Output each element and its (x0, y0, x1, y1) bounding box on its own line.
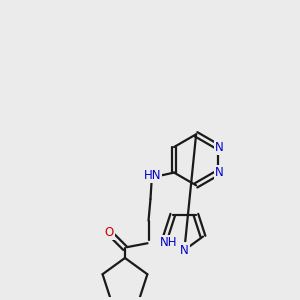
Text: O: O (105, 226, 114, 239)
Text: HN: HN (144, 169, 161, 182)
Text: N: N (215, 166, 224, 179)
Text: N: N (215, 141, 224, 154)
Text: N: N (180, 244, 189, 256)
Text: NH: NH (160, 236, 178, 249)
